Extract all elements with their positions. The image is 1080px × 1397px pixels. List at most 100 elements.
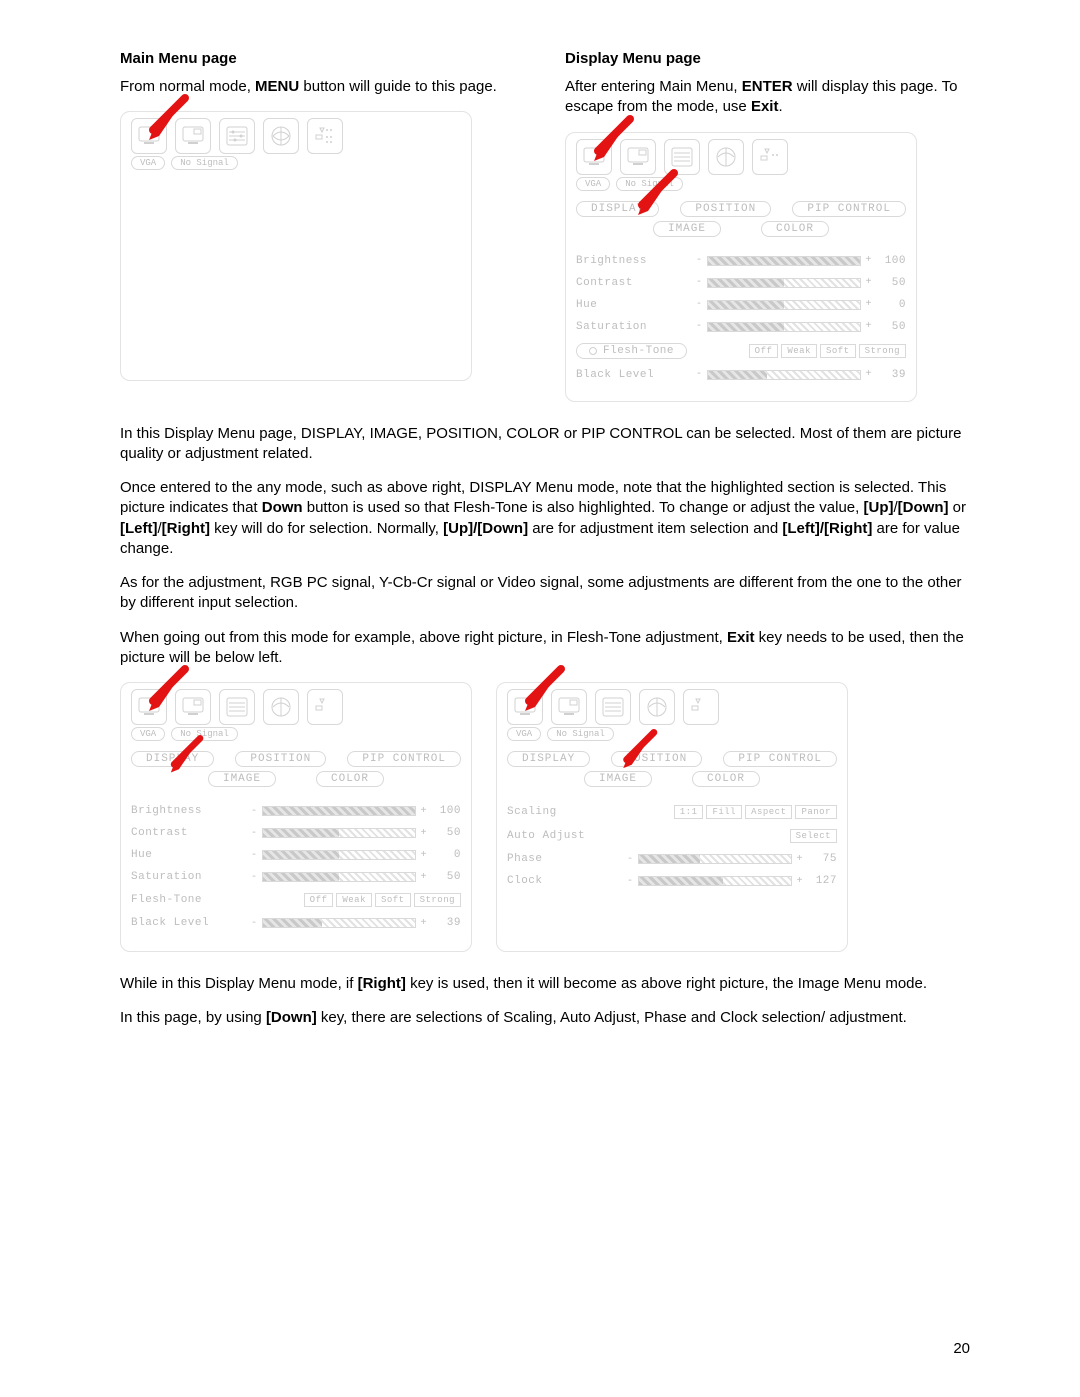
monitor1-icon <box>576 139 612 175</box>
row-black-level: Black Level -+ 39 <box>576 369 906 381</box>
opt-strong[interactable]: Strong <box>859 344 906 358</box>
top-columns: Main Menu page From normal mode, MENU bu… <box>120 50 970 402</box>
tab-image[interactable]: IMAGE <box>208 771 276 787</box>
monitor2-icon <box>175 118 211 154</box>
row-flesh-tone: Flesh-Tone Off Weak Soft Strong <box>576 343 906 359</box>
opt-soft[interactable]: Soft <box>375 893 411 907</box>
opt-aspect[interactable]: Aspect <box>745 805 792 819</box>
slider-brightness[interactable] <box>707 256 862 266</box>
heading-main-menu: Main Menu page <box>120 50 525 67</box>
slider-saturation[interactable] <box>262 872 417 882</box>
tab-display[interactable]: DISPLAY <box>507 751 590 767</box>
tab-image[interactable]: IMAGE <box>584 771 652 787</box>
status-chip: No Signal <box>171 727 238 741</box>
opt-off[interactable]: Off <box>304 893 334 907</box>
auto-select-btn[interactable]: Select <box>790 829 837 843</box>
monitor2-icon <box>551 689 587 725</box>
opt-1to1[interactable]: 1:1 <box>674 805 704 819</box>
flesh-tone-oval: Flesh-Tone <box>576 343 687 359</box>
row-phase: Phase -+ 75 <box>507 853 837 865</box>
status-chip: No Signal <box>547 727 614 741</box>
para-4: When going out from this mode for exampl… <box>120 628 970 669</box>
row-brightness: Brightness -+ 100 <box>576 255 906 267</box>
sliders-icon <box>664 139 700 175</box>
slider-hue[interactable] <box>707 300 862 310</box>
panel-display-menu: VGANo Signal DISPLAY POSITION PIP CONTRO… <box>565 132 917 402</box>
settings-panel-icon <box>307 689 343 725</box>
globe-icon <box>708 139 744 175</box>
tab-pip[interactable]: PIP CONTROL <box>347 751 461 767</box>
globe-icon <box>263 689 299 725</box>
slider-clock[interactable] <box>638 876 793 886</box>
para-5: While in this Display Menu mode, if [Rig… <box>120 974 970 994</box>
sliders-icon <box>219 118 255 154</box>
settings-panel-icon <box>683 689 719 725</box>
tab-position[interactable]: POSITION <box>235 751 326 767</box>
tab-position[interactable]: POSITION <box>680 201 771 217</box>
tabs-row2: IMAGE COLOR <box>576 221 906 237</box>
opt-panor[interactable]: Panor <box>795 805 837 819</box>
row-hue: Hue -+ 0 <box>576 299 906 311</box>
globe-icon <box>639 689 675 725</box>
panel-image-menu: VGA No Signal DISPLAY POSITION PIP CONTRO… <box>496 682 848 952</box>
src-chip: VGA <box>131 156 165 170</box>
tab-image[interactable]: IMAGE <box>653 221 721 237</box>
tab-color[interactable]: COLOR <box>761 221 829 237</box>
panel-main-menu: VGA No Signal <box>120 111 472 381</box>
label-brightness: Brightness <box>576 255 696 267</box>
iconrow <box>576 139 906 175</box>
tab-pip[interactable]: PIP CONTROL <box>792 201 906 217</box>
opt-weak[interactable]: Weak <box>781 344 817 358</box>
para-2: Once entered to the any mode, such as ab… <box>120 478 970 559</box>
src-chip: VGA <box>131 727 165 741</box>
val-brightness: 100 <box>878 255 906 267</box>
panel-display-menu-2: VGA No Signal DISPLAY POSITION PIP CONTRO… <box>120 682 472 952</box>
flesh-tone-options: Off Weak Soft Strong <box>749 344 906 358</box>
para-3: As for the adjustment, RGB PC signal, Y-… <box>120 573 970 614</box>
desc-main-menu: From normal mode, MENU button will guide… <box>120 77 525 97</box>
tab-display[interactable]: DISPLAY <box>576 201 659 217</box>
monitor1-icon <box>131 689 167 725</box>
globe-icon <box>263 118 299 154</box>
opt-soft[interactable]: Soft <box>820 344 856 358</box>
sliders-icon <box>219 689 255 725</box>
monitor2-icon <box>620 139 656 175</box>
status-chip: No Signal <box>616 177 683 191</box>
monitor1-icon <box>131 118 167 154</box>
opt-weak[interactable]: Weak <box>336 893 372 907</box>
page-number: 20 <box>953 1340 970 1357</box>
slider-black[interactable] <box>707 370 862 380</box>
slider-contrast[interactable] <box>262 828 417 838</box>
row-scaling: Scaling 1:1 Fill Aspect Panor <box>507 805 837 819</box>
opt-fill[interactable]: Fill <box>706 805 742 819</box>
col-main-menu: Main Menu page From normal mode, MENU bu… <box>120 50 525 402</box>
sliders-icon <box>595 689 631 725</box>
monitor2-icon <box>175 689 211 725</box>
display-items: Brightness -+ 100 Contrast -+ 50 Hue -+ … <box>576 255 906 381</box>
slider-contrast[interactable] <box>707 278 862 288</box>
tab-pip[interactable]: PIP CONTROL <box>723 751 837 767</box>
settings-panel-icon <box>307 118 343 154</box>
chiprow: VGA No Signal <box>131 156 461 170</box>
tab-position[interactable]: POSITION <box>611 751 702 767</box>
opt-strong[interactable]: Strong <box>414 893 461 907</box>
col-display-menu: Display Menu page After entering Main Me… <box>565 50 970 402</box>
para-6: In this page, by using [Down] key, there… <box>120 1008 970 1028</box>
status-chip: No Signal <box>171 156 238 170</box>
monitor1-icon <box>507 689 543 725</box>
slider-black[interactable] <box>262 918 417 928</box>
row-auto-adjust: Auto Adjust Select <box>507 829 837 843</box>
slider-brightness[interactable] <box>262 806 417 816</box>
tab-color[interactable]: COLOR <box>692 771 760 787</box>
slider-phase[interactable] <box>638 854 793 864</box>
src-chip: VGA <box>507 727 541 741</box>
body-block-1: In this Display Menu page, DISPLAY, IMAG… <box>120 424 970 669</box>
settings-panel-icon <box>752 139 788 175</box>
row-saturation: Saturation -+ 50 <box>576 321 906 333</box>
row-clock: Clock -+ 127 <box>507 875 837 887</box>
slider-hue[interactable] <box>262 850 417 860</box>
opt-off[interactable]: Off <box>749 344 779 358</box>
tab-display[interactable]: DISPLAY <box>131 751 214 767</box>
tab-color[interactable]: COLOR <box>316 771 384 787</box>
slider-saturation[interactable] <box>707 322 862 332</box>
